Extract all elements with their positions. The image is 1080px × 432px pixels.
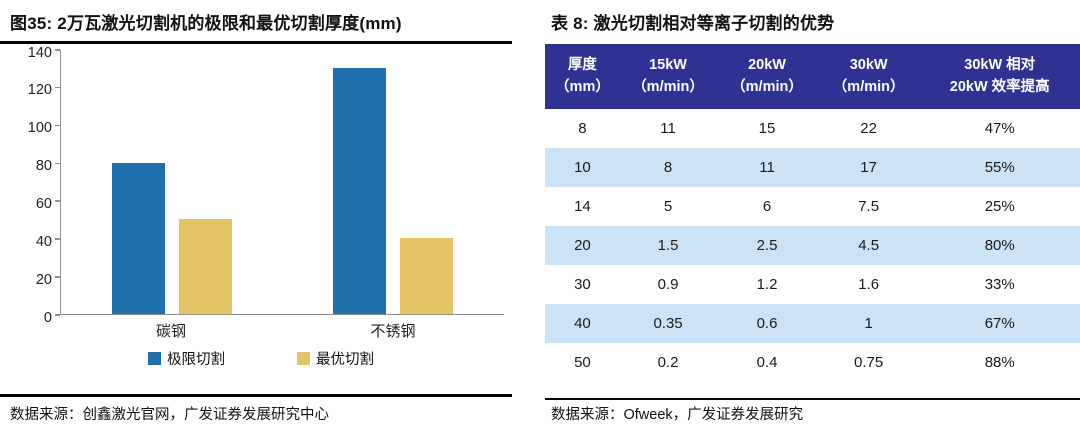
chart-plot-area [60,49,504,315]
table-cell: 1.2 [756,275,778,293]
limit-cut-bar [111,162,165,314]
legend-label: 最优切割 [316,351,374,368]
table-cell: 11 [660,119,676,137]
table-cell: 8 [619,147,717,187]
chart-title: 图35: 2万瓦激光切割机的极限和最优切割厚度(mm) [10,14,402,33]
table-cell: 7.5 [858,197,880,215]
table-source: 数据来源：Ofweek，广发证券发展研究 [551,407,804,423]
legend-label: 极限切割 [167,351,225,368]
chart-panel: 图35: 2万瓦激光切割机的极限和最优切割厚度(mm) 碳钢 不锈钢 0 20 40 6… [0,0,522,432]
table-cell: 50 [574,353,591,371]
y-axis-tick-label: 20 [35,271,52,288]
table-cell: 6 [762,197,772,215]
column-header: 30kW 相对 20kW 效率提高 [919,44,1080,109]
y-axis-tick-mark [55,200,60,202]
table-cell: 30 [574,275,591,293]
table-cell: 0.9 [657,275,679,293]
y-axis-tick-mark [55,49,60,51]
table-cell: 0.75 [854,353,884,371]
table-cell: 47% [984,119,1015,137]
table-cell: 10 [545,147,620,187]
chart-bottom-rule [0,394,512,397]
y-axis-tick-mark [55,162,60,165]
x-axis-labels: 碳钢 不锈钢 [60,320,504,341]
bar-group [61,50,283,314]
table-cell: 11 [716,147,818,187]
legend-swatch-icon [148,351,161,365]
table-cell: 55% [919,147,1080,187]
table-row: 8 11 15 22 47% [545,109,1080,148]
table-cell: 80% [919,225,1080,265]
legend-swatch-icon [297,351,310,365]
table-cell: 4.5 [817,225,920,265]
y-axis-tick-label: 60 [35,195,52,212]
x-axis-category-label: 碳钢 [155,322,186,340]
y-axis-tick-mark [55,238,60,240]
y-axis-tick-label: 0 [43,309,52,326]
table-cell: 67% [919,303,1080,343]
table-cell: 15 [758,119,776,137]
bar-chart: 碳钢 不锈钢 0 20 40 60 80 100 120 140 [0,44,522,346]
table-cell: 0.4 [756,353,778,371]
table-panel: 表 8: 激光切割相对等离子切割的优势 厚度 （mm） 15kW （m/min） 20k… [545,0,1080,432]
table-cell: 14 [574,197,591,215]
table-bottom-rule [545,397,1080,400]
table-title: 表 8: 激光切割相对等离子切割的优势 [551,14,835,33]
comparison-table: 厚度 （mm） 15kW （m/min） 20kW （m/min） 30kW （m/min） 3… [545,44,1080,382]
y-axis-tick-mark [55,124,60,127]
y-axis-tick-label: 120 [27,82,52,99]
table-cell: 1.6 [858,275,880,293]
column-header: 20kW （m/min） [716,44,818,109]
table-cell: 0.2 [657,353,679,371]
legend-item: 最优切割 [297,348,374,369]
table-header-row: 厚度 （mm） 15kW （m/min） 20kW （m/min） 30kW （m/min） 3… [545,44,1080,109]
y-axis-tick-label: 80 [35,158,52,175]
column-header: 30kW （m/min） [817,44,920,109]
chart-title-underline [0,41,512,44]
table-row: 10 8 11 17 55% [545,147,1080,187]
table-cell: 1.5 [619,225,717,265]
y-axis-tick-mark [55,276,60,278]
table-cell: 0.35 [619,303,717,343]
table-cell: 5 [663,197,673,215]
optimal-cut-bar [400,238,454,314]
x-axis-category-label: 不锈钢 [370,322,416,340]
limit-cut-bar [333,68,387,314]
optimal-cut-bar [178,219,232,314]
y-axis-tick-label: 100 [27,120,52,137]
table-cell: 0.6 [716,303,818,343]
table-cell: 33% [984,275,1015,293]
chart-legend: 极限切割 最优切割 [0,348,522,369]
y-axis-tick-mark [55,86,60,89]
table-cell: 17 [817,147,920,187]
table-row: 40 0.35 0.6 1 67% [545,303,1080,343]
table-row: 30 0.9 1.2 1.6 33% [545,265,1080,304]
column-header: 15kW （m/min） [619,44,717,109]
table-cell: 25% [984,197,1015,215]
bar-group [283,50,505,314]
table-cell: 8 [578,119,587,137]
y-axis-tick-label: 140 [27,44,52,61]
table-cell: 20 [545,225,620,265]
column-header: 厚度 （mm） [545,44,620,109]
table-row: 14 5 6 7.5 25% [545,187,1080,226]
table-cell: 40 [545,303,620,343]
y-axis-tick-label: 40 [35,233,52,250]
table-row: 20 1.5 2.5 4.5 80% [545,225,1080,265]
table-cell: 22 [860,119,877,137]
bar-groups [61,50,504,314]
table-row: 50 0.2 0.4 0.75 88% [545,343,1080,382]
table-cell: 2.5 [716,225,818,265]
table-cell: 88% [984,353,1015,371]
legend-item: 极限切割 [148,348,225,369]
y-axis-tick-mark [55,314,60,316]
table-cell: 1 [817,303,920,343]
chart-source: 数据来源：创鑫激光官网，广发证券发展研究中心 [10,407,329,423]
